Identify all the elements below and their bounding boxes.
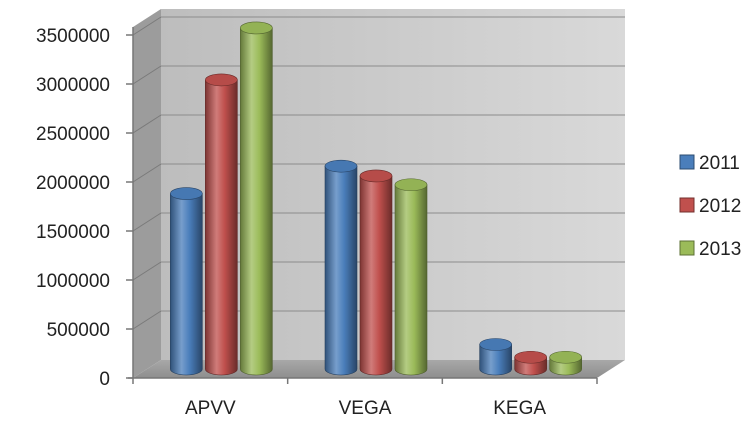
bar-body	[240, 27, 273, 376]
bar-VEGA-2011	[324, 159, 358, 376]
gridline-side	[132, 163, 162, 183]
side-wall	[133, 9, 161, 378]
bar-KEGA-2012	[514, 350, 547, 376]
bar-body	[394, 184, 428, 376]
bar-VEGA-2012	[359, 169, 393, 376]
legend-label: 2012	[699, 196, 741, 217]
category-label-vega: VEGA	[339, 398, 392, 419]
back-wall	[161, 9, 625, 360]
bar-top	[324, 159, 358, 173]
bar-APVV-2012	[205, 73, 238, 376]
bar-top	[479, 338, 512, 351]
bar-top	[240, 21, 273, 35]
gridline-side	[132, 16, 162, 36]
gridline-side	[132, 65, 162, 85]
legend-label: 2011	[699, 153, 740, 174]
bar-APVV-2011	[170, 187, 203, 376]
legend: 2011 2012 2013	[679, 153, 741, 260]
category-label-apvv: APVV	[185, 398, 236, 419]
gridlines	[132, 16, 625, 330]
bar-KEGA-2013	[549, 350, 582, 376]
bar-top	[170, 187, 203, 200]
bar-body	[170, 193, 203, 376]
legend-label: 2013	[699, 239, 741, 260]
x-axis-categories: APVV VEGA KEGA	[185, 398, 546, 419]
legend-swatch	[679, 197, 695, 213]
y-tick-label: 2000000	[36, 173, 110, 194]
y-tick-label: 500000	[47, 320, 110, 341]
legend-swatch	[679, 240, 695, 256]
bars	[170, 21, 582, 376]
bar-body	[324, 165, 358, 376]
legend-item-2011: 2011	[679, 153, 740, 174]
bar-top	[359, 169, 393, 183]
y-tick-label: 1500000	[36, 222, 110, 243]
gridline-side	[132, 114, 162, 134]
y-tick-label: 0	[99, 369, 110, 390]
y-tick-label: 1000000	[36, 271, 110, 292]
gridline-side	[132, 310, 162, 330]
y-axis-ticks: 0 500000 1000000 1500000 2000000 2500000 30000…	[36, 26, 110, 390]
y-tick-label: 3500000	[36, 26, 110, 47]
category-label-kega: KEGA	[493, 398, 546, 419]
bar-APVV-2013	[240, 21, 273, 376]
legend-item-2013: 2013	[679, 239, 741, 260]
bar-VEGA-2013	[394, 178, 428, 376]
y-tick-label: 3000000	[36, 75, 110, 96]
bar-top	[205, 73, 238, 87]
bar-body	[479, 344, 512, 376]
legend-swatch	[679, 154, 695, 170]
bar-body	[359, 175, 393, 376]
bar-top	[394, 178, 428, 192]
y-tick-label: 2500000	[36, 124, 110, 145]
gridline-side	[132, 212, 162, 232]
bar-KEGA-2011	[479, 338, 512, 376]
bar-top	[549, 350, 582, 364]
bar-top	[514, 350, 547, 364]
legend-item-2012: 2012	[679, 196, 741, 217]
axes	[126, 27, 598, 384]
bar-body	[205, 79, 238, 376]
gridline-side	[132, 261, 162, 281]
